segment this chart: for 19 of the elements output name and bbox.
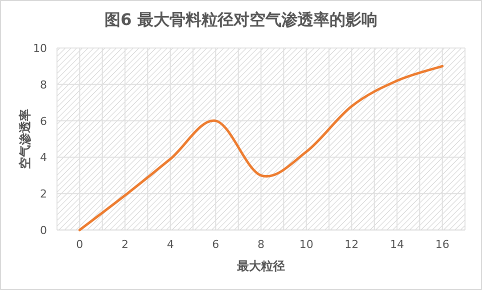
- y-tick-label: 6: [40, 114, 47, 128]
- x-tick-label: 4: [166, 238, 174, 251]
- x-tick-label: 16: [435, 238, 450, 251]
- x-axis-title: 最大粒径: [236, 259, 285, 273]
- x-tick-label: 14: [390, 238, 404, 251]
- y-axis-title: 空气渗透率: [18, 109, 32, 169]
- line-series: [78, 64, 444, 232]
- x-tick-label: 6: [212, 238, 220, 251]
- y-tick-label: 4: [40, 151, 47, 164]
- y-tick-label: 8: [40, 78, 47, 92]
- x-tick-label: 12: [344, 238, 359, 251]
- x-tick-label: 8: [258, 238, 264, 251]
- x-tick-label: 10: [299, 238, 314, 251]
- x-tick-label: 0: [76, 238, 84, 251]
- y-tick-label: 2: [40, 188, 47, 201]
- x-tick-label: 2: [122, 238, 128, 251]
- chart-title: 图6 最大骨料粒径对空气渗透率的影响: [104, 10, 378, 29]
- y-tick-label: 0: [40, 224, 47, 237]
- y-tick-label: 10: [33, 42, 47, 55]
